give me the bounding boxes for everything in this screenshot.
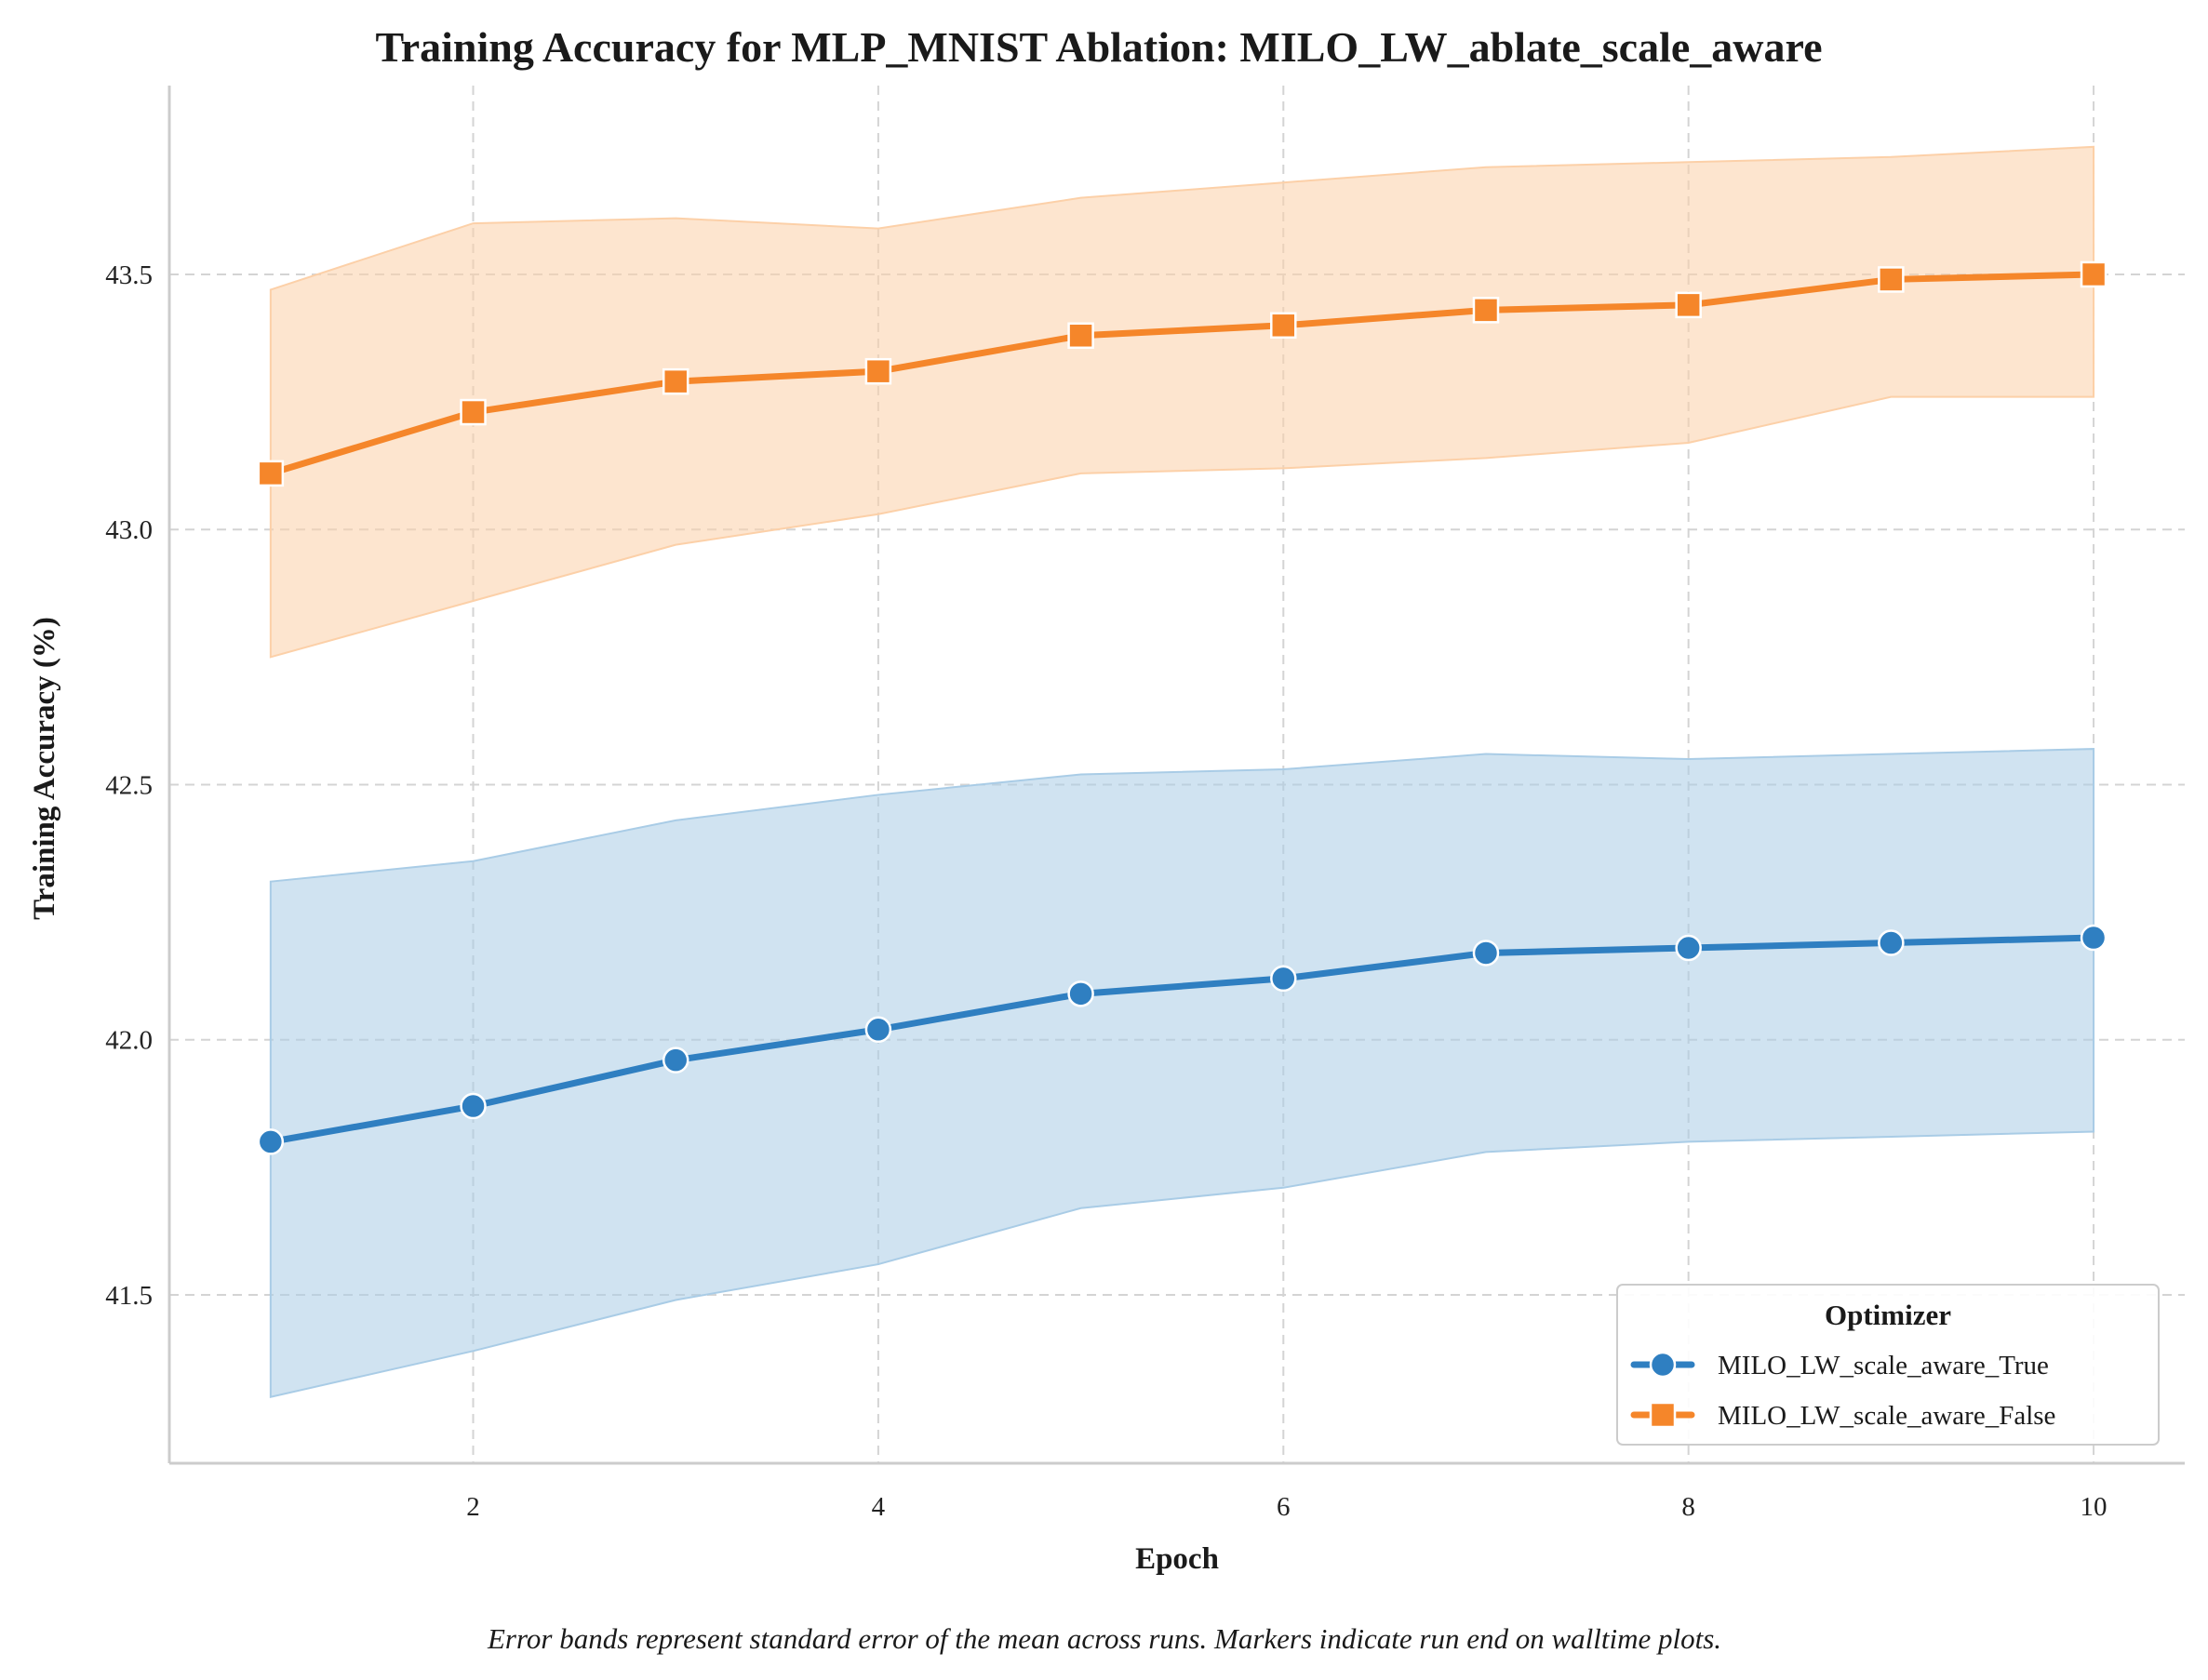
chart-title: Training Accuracy for MLP_MNIST Ablation… bbox=[375, 23, 1822, 71]
data-point bbox=[1675, 934, 1702, 962]
data-point bbox=[1270, 312, 1297, 340]
legend-marker bbox=[1649, 1351, 1677, 1379]
legend-box bbox=[1616, 1284, 2160, 1446]
x-tick-label: 8 bbox=[1681, 1492, 1695, 1522]
data-point bbox=[662, 1047, 689, 1073]
x-tick-label: 2 bbox=[466, 1492, 480, 1522]
data-point bbox=[257, 1128, 285, 1155]
x-tick-label: 10 bbox=[2081, 1492, 2108, 1522]
data-point bbox=[2080, 260, 2108, 288]
data-point bbox=[257, 460, 285, 487]
data-point bbox=[864, 1016, 892, 1044]
y-tick-label: 42.0 bbox=[105, 1026, 153, 1056]
data-point bbox=[662, 367, 689, 395]
legend-label: MILO_LW_scale_aware_False bbox=[1718, 1401, 2055, 1431]
series-line-MILO_LW_scale_aware_True bbox=[267, 934, 2097, 1145]
error-band-MILO_LW_scale_aware_False bbox=[269, 145, 2095, 659]
data-point bbox=[1067, 980, 1094, 1007]
data-point bbox=[1067, 322, 1094, 350]
data-point bbox=[1472, 297, 1500, 324]
series-markers bbox=[257, 260, 2108, 1155]
x-tick-label: 6 bbox=[1277, 1492, 1291, 1522]
legend-marker bbox=[1649, 1401, 1677, 1429]
legend: Optimizer MILO_LW_scale_aware_TrueMILO_L… bbox=[1616, 1284, 2160, 1446]
series-line-MILO_LW_scale_aware_False bbox=[267, 271, 2097, 477]
data-point bbox=[1270, 965, 1297, 993]
data-point bbox=[460, 1092, 487, 1120]
y-tick-label: 42.5 bbox=[105, 770, 153, 800]
data-point bbox=[864, 357, 892, 385]
y-axis-label: Training Accuracy (%) bbox=[28, 617, 61, 920]
error-band-MILO_LW_scale_aware_True bbox=[269, 748, 2095, 1398]
legend-title: Optimizer bbox=[1825, 1299, 1951, 1331]
data-point bbox=[1878, 929, 1905, 956]
error-bands bbox=[269, 145, 2095, 1398]
legend-label: MILO_LW_scale_aware_True bbox=[1718, 1351, 2049, 1380]
series-lines bbox=[267, 271, 2097, 1145]
y-tick-label: 43.0 bbox=[105, 515, 153, 545]
tick-labels: 2 4 6 8 10 41.5 42.0 42.5 43.0 43.5 bbox=[105, 260, 2107, 1522]
axes bbox=[167, 86, 2185, 1465]
data-point bbox=[1472, 940, 1500, 967]
data-point bbox=[2080, 924, 2108, 952]
data-point bbox=[1675, 291, 1702, 319]
y-tick-label: 41.5 bbox=[105, 1281, 153, 1311]
x-tick-label: 4 bbox=[872, 1492, 886, 1522]
caption: Error bands represent standard error of … bbox=[487, 1622, 1721, 1655]
data-point bbox=[460, 398, 487, 426]
x-axis-label: Epoch bbox=[1135, 1542, 1219, 1576]
legend-entries: MILO_LW_scale_aware_True MILO_LW_scale_aw… bbox=[1630, 1351, 2055, 1431]
y-tick-label: 43.5 bbox=[105, 260, 153, 290]
data-point bbox=[1878, 266, 1905, 293]
